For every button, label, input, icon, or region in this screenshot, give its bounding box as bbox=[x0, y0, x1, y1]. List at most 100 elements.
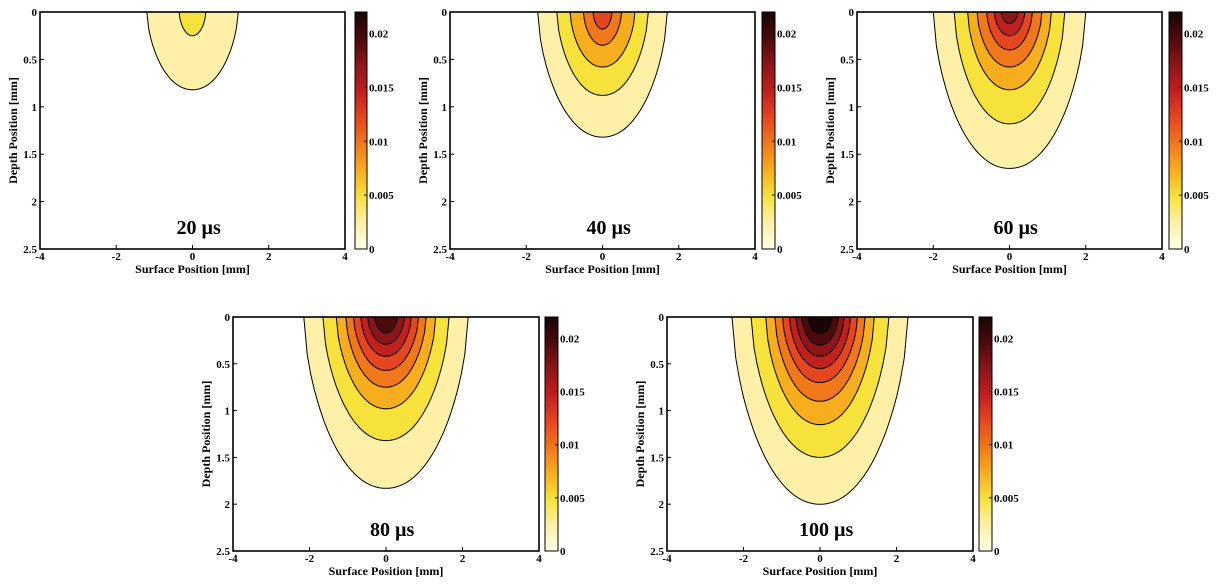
colorbar-tick-label: 0 bbox=[560, 546, 566, 558]
y-tick-label: 0.5 bbox=[23, 54, 37, 66]
time-annotation: 80 µs bbox=[370, 519, 415, 541]
colorbar bbox=[544, 316, 559, 552]
colorbar-tick-label: 0.01 bbox=[777, 136, 796, 148]
x-tick-label: 2 bbox=[676, 251, 682, 263]
x-tick-label: -2 bbox=[929, 251, 939, 263]
y-axis-label: Depth Position [mm] bbox=[633, 381, 647, 488]
x-tick-label: -4 bbox=[35, 251, 45, 263]
y-axis-label: Depth Position [mm] bbox=[416, 77, 430, 184]
y-tick-label: 1 bbox=[442, 102, 448, 114]
y-axis-label: Depth Position [mm] bbox=[6, 77, 20, 184]
colorbar-tick-label: 0.02 bbox=[994, 333, 1014, 345]
colorbar-tick-label: 0.02 bbox=[777, 29, 797, 41]
colorbar bbox=[354, 11, 368, 250]
y-tick-label: 0 bbox=[442, 7, 448, 19]
colorbar-tick-label: 0 bbox=[1184, 244, 1190, 256]
colorbar-tick-label: 0.005 bbox=[560, 493, 585, 505]
contour-panel-3: -4 -2 0 2 4 0 0.5 1 1.5 2 2.5 Surface Position [mm]… bbox=[199, 312, 585, 578]
x-tick-label: 4 bbox=[970, 553, 976, 565]
contour-level-1 bbox=[178, 12, 207, 37]
colorbar-tick-label: 0.005 bbox=[1184, 190, 1209, 202]
y-tick-label: 2.5 bbox=[216, 546, 230, 558]
time-annotation: 100 µs bbox=[799, 519, 854, 541]
x-tick-label: 0 bbox=[190, 251, 196, 263]
y-tick-label: 0 bbox=[225, 312, 231, 324]
colorbar-tick-label: 0.005 bbox=[994, 493, 1019, 505]
x-tick-label: -2 bbox=[112, 251, 122, 263]
y-tick-label: 2.5 bbox=[433, 244, 447, 256]
y-tick-label: 2 bbox=[659, 499, 665, 511]
y-tick-label: 1 bbox=[32, 102, 38, 114]
contour-level-0 bbox=[146, 12, 239, 91]
x-tick-label: 2 bbox=[894, 553, 900, 565]
x-axis-label: Surface Position [mm] bbox=[135, 262, 250, 276]
x-tick-label: 4 bbox=[752, 251, 758, 263]
x-axis-label: Surface Position [mm] bbox=[329, 564, 444, 578]
colorbar-tick-label: 0 bbox=[369, 244, 375, 256]
x-tick-label: 0 bbox=[817, 553, 823, 565]
x-tick-label: 0 bbox=[1007, 251, 1013, 263]
contour-level-6 bbox=[1000, 12, 1019, 24]
colorbar-tick-label: 0.015 bbox=[994, 386, 1019, 398]
y-tick-label: 2 bbox=[32, 197, 38, 209]
y-tick-label: 0.5 bbox=[216, 359, 230, 371]
x-tick-label: -4 bbox=[228, 553, 238, 565]
colorbar-tick-label: 0.01 bbox=[1184, 136, 1203, 148]
x-tick-label: 2 bbox=[460, 553, 466, 565]
y-tick-label: 0 bbox=[32, 7, 38, 19]
colorbar-tick-label: 0.01 bbox=[994, 440, 1013, 452]
x-tick-label: -4 bbox=[662, 553, 672, 565]
contour-panel-2: -4 -2 0 2 4 0 0.5 1 1.5 2 2.5 Surface Position [mm]… bbox=[823, 7, 1209, 276]
y-tick-label: 2.5 bbox=[650, 546, 664, 558]
y-axis-label: Depth Position [mm] bbox=[199, 381, 213, 488]
y-tick-label: 0.5 bbox=[840, 54, 854, 66]
colorbar-tick-label: 0.015 bbox=[1184, 82, 1209, 94]
contour-panel-0: -4 -2 0 2 4 0 0.5 1 1.5 2 2.5 Surface Position [mm]… bbox=[6, 7, 394, 276]
y-tick-label: 1 bbox=[849, 102, 855, 114]
y-axis-label: Depth Position [mm] bbox=[823, 77, 837, 184]
colorbar-tick-label: 0.015 bbox=[369, 82, 394, 94]
colorbar-tick-label: 0.02 bbox=[1184, 29, 1204, 41]
y-tick-label: 0.5 bbox=[650, 359, 664, 371]
colorbar-tick-label: 0.01 bbox=[369, 136, 388, 148]
colorbar bbox=[761, 11, 776, 250]
x-axis-label: Surface Position [mm] bbox=[545, 262, 660, 276]
x-tick-label: -4 bbox=[852, 251, 862, 263]
time-annotation: 40 µs bbox=[586, 217, 631, 239]
x-tick-label: -4 bbox=[445, 251, 455, 263]
y-tick-label: 1.5 bbox=[840, 149, 854, 161]
colorbar bbox=[1168, 11, 1183, 250]
x-tick-label: 4 bbox=[1159, 251, 1165, 263]
x-tick-label: 0 bbox=[600, 251, 606, 263]
contour-panel-4: -4 -2 0 2 4 0 0.5 1 1.5 2 2.5 Surface Position [mm]… bbox=[633, 312, 1019, 578]
y-tick-label: 1.5 bbox=[433, 149, 447, 161]
y-tick-label: 1 bbox=[225, 406, 231, 418]
colorbar-tick-label: 0.015 bbox=[777, 82, 802, 94]
colorbar-tick-label: 0.02 bbox=[369, 29, 389, 41]
y-tick-label: 1 bbox=[659, 406, 665, 418]
colorbar-tick-label: 0.005 bbox=[369, 190, 394, 202]
y-tick-label: 1.5 bbox=[216, 452, 230, 464]
colorbar-tick-label: 0.02 bbox=[560, 333, 580, 345]
x-tick-label: 0 bbox=[383, 553, 389, 565]
x-tick-label: -2 bbox=[739, 553, 749, 565]
colorbar-tick-label: 0 bbox=[777, 244, 783, 256]
y-tick-label: 2 bbox=[442, 197, 448, 209]
time-annotation: 20 µs bbox=[176, 217, 221, 239]
y-tick-label: 2.5 bbox=[840, 244, 854, 256]
time-annotation: 60 µs bbox=[993, 217, 1038, 239]
colorbar-tick-label: 0 bbox=[994, 546, 1000, 558]
contour-level-7 bbox=[373, 317, 399, 334]
y-tick-label: 0.5 bbox=[433, 54, 447, 66]
y-tick-label: 2 bbox=[849, 197, 855, 209]
contour-level-8 bbox=[807, 317, 833, 335]
x-tick-label: 2 bbox=[266, 251, 272, 263]
x-tick-label: -2 bbox=[522, 251, 532, 263]
y-tick-label: 1.5 bbox=[23, 149, 37, 161]
y-tick-label: 1.5 bbox=[650, 452, 664, 464]
x-tick-label: 4 bbox=[342, 251, 348, 263]
x-axis-label: Surface Position [mm] bbox=[952, 262, 1067, 276]
y-tick-label: 2.5 bbox=[23, 244, 37, 256]
x-tick-label: -2 bbox=[305, 553, 315, 565]
